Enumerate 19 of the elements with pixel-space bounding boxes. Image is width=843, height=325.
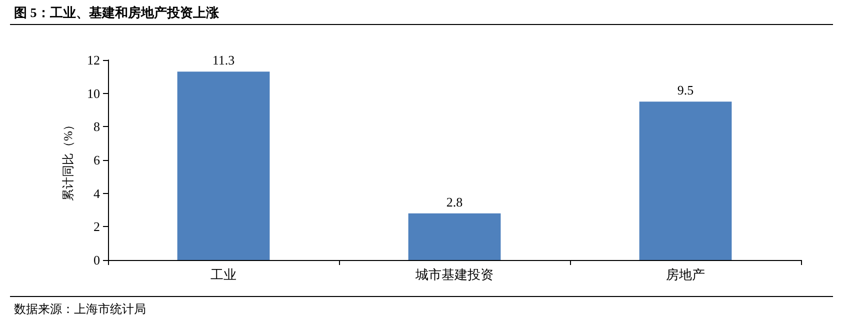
y-axis-title: 累计同比（%） bbox=[61, 119, 75, 201]
y-tick-label: 6 bbox=[94, 152, 100, 168]
bar bbox=[408, 213, 501, 260]
x-tick-label: 城市基建投资 bbox=[414, 267, 494, 282]
data-label: 11.3 bbox=[212, 52, 235, 68]
x-tick-label: 房地产 bbox=[666, 267, 705, 282]
bar bbox=[177, 72, 270, 260]
bar bbox=[639, 102, 732, 260]
x-tick-label: 工业 bbox=[210, 267, 236, 282]
y-tick-label: 12 bbox=[87, 52, 100, 68]
y-tick-label: 2 bbox=[94, 219, 100, 234]
y-tick-label: 0 bbox=[94, 252, 100, 268]
y-tick-label: 4 bbox=[94, 186, 100, 201]
chart-title: 图 5：工业、基建和房地产投资上涨 bbox=[14, 4, 219, 22]
source-note: 数据来源：上海市统计局 bbox=[14, 301, 146, 318]
y-tick-label: 8 bbox=[94, 119, 100, 134]
data-label: 9.5 bbox=[677, 82, 694, 98]
y-tick-label: 10 bbox=[87, 86, 100, 101]
data-label: 2.8 bbox=[446, 194, 463, 210]
